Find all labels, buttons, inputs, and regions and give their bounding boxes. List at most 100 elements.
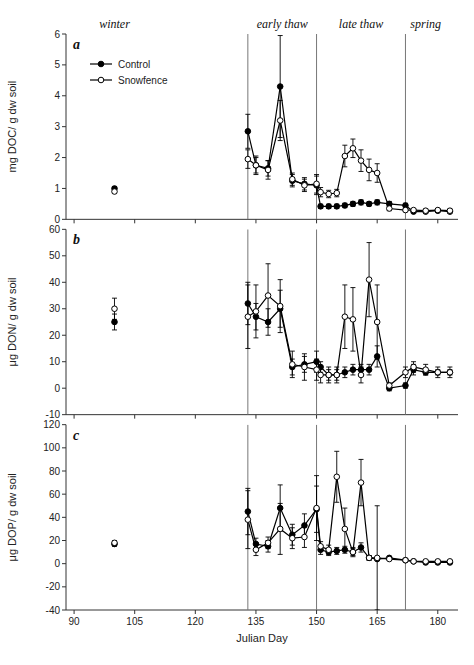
error-cap xyxy=(245,168,250,169)
point xyxy=(302,534,308,540)
point xyxy=(342,153,348,159)
error-cap xyxy=(302,179,307,180)
error-cap xyxy=(350,157,355,158)
x-tick xyxy=(74,219,75,223)
error-bar xyxy=(245,285,250,349)
y-tick xyxy=(62,388,66,389)
error-bar xyxy=(112,190,117,194)
error-cap xyxy=(245,348,250,349)
error-cap xyxy=(302,191,307,192)
error-bar xyxy=(278,36,283,138)
error-bar xyxy=(302,178,307,190)
x-axis xyxy=(66,610,458,611)
error-bar xyxy=(253,285,258,338)
point xyxy=(112,540,118,546)
y-tick xyxy=(62,540,66,541)
y-tick xyxy=(62,255,66,256)
annotation: winter xyxy=(99,17,130,31)
y-tick xyxy=(62,361,66,362)
error-cap xyxy=(245,548,250,549)
y-tick-label: 50 xyxy=(49,250,61,261)
error-cap xyxy=(447,377,452,378)
point xyxy=(326,372,332,378)
error-bar xyxy=(326,545,331,554)
error-bar xyxy=(334,547,339,554)
error-cap xyxy=(375,610,380,611)
y-tick-label: 40 xyxy=(49,277,61,288)
point xyxy=(245,156,251,162)
error-bar xyxy=(326,204,331,208)
error-bar xyxy=(290,173,295,185)
point xyxy=(366,167,372,173)
error-cap xyxy=(245,148,250,149)
point xyxy=(334,204,340,210)
series-line xyxy=(248,87,450,212)
point xyxy=(366,555,372,561)
y-tick-label: 3 xyxy=(54,121,60,132)
error-cap xyxy=(290,173,295,174)
error-bar xyxy=(350,201,355,206)
error-cap xyxy=(403,377,408,378)
point xyxy=(290,535,296,541)
point xyxy=(435,207,441,213)
x-tick xyxy=(437,610,438,614)
error-bar xyxy=(411,362,416,373)
error-cap xyxy=(334,451,339,452)
y-tick xyxy=(62,95,66,96)
point xyxy=(386,383,392,389)
y-axis-label: mg DOC/ g dw soil xyxy=(6,81,18,173)
error-bar xyxy=(350,364,355,375)
vertical-line xyxy=(247,34,248,219)
error-cap xyxy=(290,186,295,187)
error-bar xyxy=(447,370,452,375)
error-cap xyxy=(266,327,271,328)
error-cap xyxy=(266,537,271,538)
error-cap xyxy=(350,556,355,557)
y-tick-label: 5 xyxy=(54,59,60,70)
error-cap xyxy=(314,174,319,175)
point xyxy=(403,383,409,389)
point xyxy=(314,505,320,511)
legend-marker xyxy=(98,77,104,83)
error-cap xyxy=(318,382,323,383)
point xyxy=(334,474,340,480)
error-cap xyxy=(278,100,283,101)
error-cap xyxy=(290,351,295,352)
point xyxy=(290,362,296,368)
point xyxy=(350,367,356,373)
error-cap xyxy=(359,367,364,368)
point xyxy=(366,277,372,283)
error-cap xyxy=(359,552,364,553)
x-tick xyxy=(255,415,256,419)
error-bar xyxy=(423,364,428,375)
error-cap xyxy=(253,337,258,338)
error-cap xyxy=(326,554,331,555)
point xyxy=(358,372,364,378)
error-cap xyxy=(302,547,307,548)
error-cap xyxy=(112,329,117,330)
y-tick-label: 2 xyxy=(54,152,60,163)
point xyxy=(326,547,332,553)
y-tick-label: 30 xyxy=(49,303,61,314)
vertical-line xyxy=(316,34,317,219)
x-tick xyxy=(134,610,135,614)
point xyxy=(366,367,372,373)
point xyxy=(350,145,356,151)
legend-label: Snowfence xyxy=(118,75,168,86)
error-cap xyxy=(359,149,364,150)
point xyxy=(350,201,356,207)
error-bar xyxy=(359,200,364,205)
error-cap xyxy=(266,179,271,180)
error-bar xyxy=(367,364,372,375)
vertical-line xyxy=(316,425,317,610)
legend: ControlSnowfence xyxy=(90,59,168,86)
panel: -100102030405060μg DON/ g dw soilb xyxy=(6,224,458,420)
y-tick xyxy=(62,64,66,65)
error-bar xyxy=(302,354,307,380)
error-cap xyxy=(245,490,250,491)
error-cap xyxy=(253,156,258,157)
error-bar xyxy=(342,285,347,349)
point xyxy=(358,545,364,551)
error-cap xyxy=(302,353,307,354)
point xyxy=(112,319,118,325)
